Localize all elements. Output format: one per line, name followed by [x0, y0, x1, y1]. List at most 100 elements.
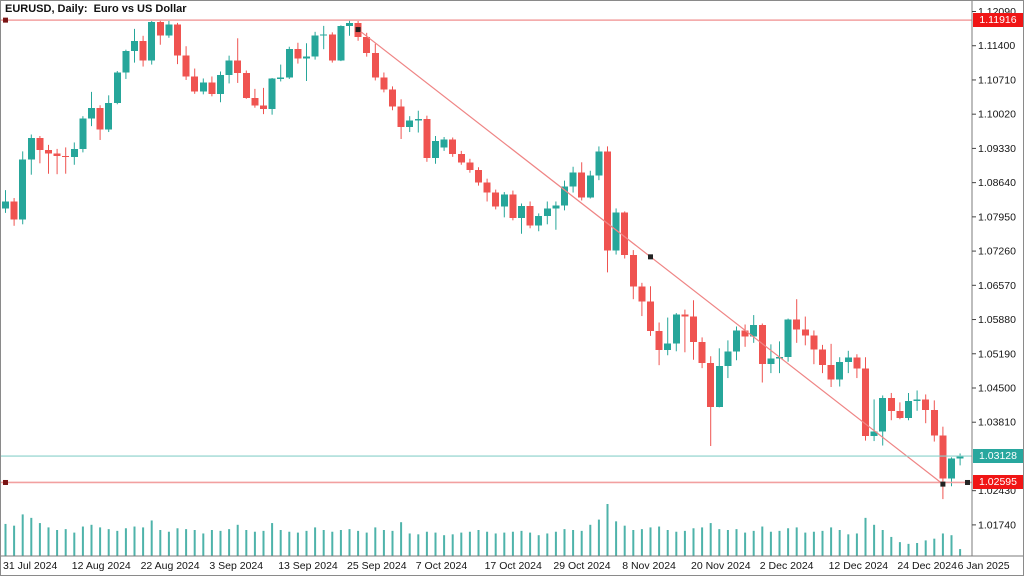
- bull-candle-body: [406, 120, 414, 128]
- bull-candle-body: [217, 74, 224, 94]
- volume-bar: [443, 535, 446, 556]
- bear-candle-body: [793, 319, 801, 330]
- price-scale-label: 1.07950: [978, 211, 1016, 223]
- bull-candle-body: [552, 205, 560, 209]
- volume-bar: [769, 531, 772, 556]
- volume-bar: [81, 526, 84, 556]
- volume-bar: [563, 529, 566, 556]
- bull-candle-body: [440, 139, 448, 148]
- volume-bar: [202, 533, 205, 556]
- bull-candle-body: [70, 148, 78, 157]
- volume-bar: [477, 530, 480, 556]
- volume-bar: [314, 527, 317, 556]
- bear-candle-body: [191, 76, 199, 92]
- volume-bar: [623, 525, 626, 556]
- support-line-anchor[interactable]: [3, 479, 8, 485]
- bull-candle-body: [905, 400, 912, 418]
- descending-trendline-anchor-0[interactable]: [355, 27, 361, 33]
- resistance-line-anchor[interactable]: [3, 17, 8, 23]
- volume-bar: [210, 530, 213, 556]
- bear-candle-body: [819, 349, 826, 366]
- volume-bar: [253, 531, 256, 556]
- bear-candle-body: [475, 170, 482, 183]
- bear-candle-body: [182, 55, 190, 77]
- volume-bar: [56, 530, 59, 556]
- volume-bar: [90, 524, 93, 556]
- volume-bar: [589, 524, 592, 556]
- descending-trendline-anchor-1[interactable]: [648, 254, 653, 260]
- volume-bar: [649, 527, 652, 556]
- volume-bar: [185, 529, 188, 556]
- bear-candle-body: [604, 151, 611, 251]
- descending-trendline-anchor-2[interactable]: [940, 481, 946, 487]
- bull-candle-body: [715, 366, 723, 407]
- bear-candle-body: [62, 155, 70, 158]
- bear-candle-body: [853, 357, 861, 369]
- volume-bar: [709, 523, 712, 556]
- volume-bar: [271, 523, 274, 556]
- bull-candle-body: [750, 324, 758, 337]
- volume-bar: [683, 530, 686, 556]
- bear-candle-body: [922, 399, 930, 410]
- time-scale-label: 13 Sep 2024: [278, 560, 338, 572]
- bull-candle-body: [664, 343, 672, 350]
- price-scale-label: 1.10710: [978, 74, 1016, 86]
- volume-bar: [451, 534, 454, 556]
- volume-bar: [752, 530, 755, 556]
- bull-candle-body: [199, 82, 207, 92]
- bear-candle-body: [36, 137, 44, 150]
- volume-bar: [787, 528, 790, 556]
- bull-candle-body: [767, 358, 775, 365]
- bear-candle-body: [638, 286, 646, 302]
- volume-bar: [434, 532, 437, 556]
- price-scale-label: 1.01740: [978, 519, 1016, 531]
- bull-candle-body: [956, 455, 964, 459]
- bull-candle-body: [105, 102, 113, 130]
- bull-candle-body: [303, 56, 310, 59]
- bull-candle-body: [913, 399, 921, 401]
- volume-bar: [331, 531, 334, 556]
- bear-candle-body: [53, 153, 61, 156]
- price-scale-label: 1.10020: [978, 109, 1016, 121]
- bull-candle-body: [19, 159, 27, 220]
- volume-bar: [159, 530, 162, 556]
- chart-title: EURUSD, Daily: Euro vs US Dollar: [5, 3, 187, 15]
- bear-candle-body: [801, 329, 809, 336]
- time-scale-label: 2 Dec 2024: [760, 560, 814, 572]
- volume-bar: [761, 526, 764, 556]
- time-scale-label: 12 Dec 2024: [829, 560, 889, 572]
- volume-bar: [597, 519, 600, 556]
- volume-bar: [38, 523, 41, 556]
- time-scale-label: 31 Jul 2024: [3, 560, 57, 572]
- bear-candle-body: [578, 172, 586, 198]
- bear-candle-body: [96, 108, 104, 130]
- price-scale-label: 1.08640: [978, 177, 1016, 189]
- time-scale-label: 24 Dec 2024: [897, 560, 957, 572]
- bull-candle-body: [776, 357, 783, 359]
- bull-candle-body: [165, 24, 173, 36]
- bear-candle-body: [896, 410, 904, 418]
- volume-bar: [279, 530, 282, 556]
- volume-bar: [64, 529, 67, 556]
- volume-bar: [821, 530, 824, 556]
- volume-bar: [296, 532, 299, 556]
- volume-bar: [950, 535, 953, 556]
- bull-candle-body: [595, 151, 603, 176]
- time-scale-label: 8 Nov 2024: [622, 560, 676, 572]
- volume-bar: [546, 533, 549, 556]
- support-line-right-anchor[interactable]: [965, 479, 970, 485]
- bear-candle-body: [139, 40, 147, 61]
- volume-bar: [408, 533, 411, 556]
- bear-candle-body: [647, 301, 654, 331]
- volume-bar: [632, 530, 635, 556]
- bull-candle-body: [561, 186, 568, 206]
- bull-candle-body: [131, 40, 138, 52]
- volume-bar: [133, 526, 136, 556]
- volume-bar: [13, 525, 16, 556]
- volume-bar: [193, 530, 196, 556]
- volume-bar: [718, 529, 721, 556]
- volume-bar: [580, 530, 583, 556]
- bear-candle-body: [690, 316, 697, 342]
